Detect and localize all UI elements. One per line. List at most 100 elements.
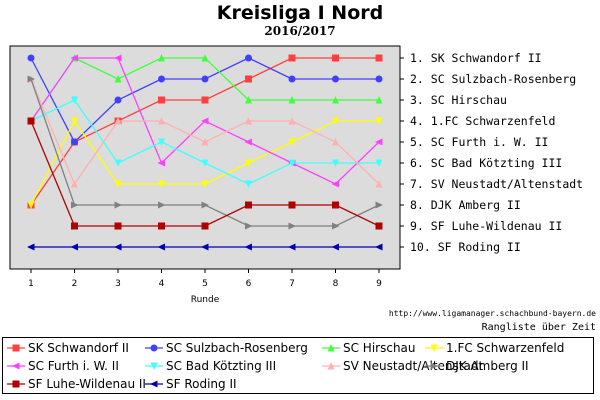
- legend-label: SC Sulzbach-Rosenberg: [166, 341, 308, 355]
- data-point: [114, 159, 122, 167]
- data-point: [114, 243, 122, 251]
- x-tick-label: 7: [289, 279, 295, 289]
- rank-label: 1. SK Schwandorf II: [410, 51, 542, 65]
- legend-label: SV Neustadt/Altenstadt: [343, 359, 484, 373]
- legend-label: SF Luhe-Wildenau II: [28, 377, 146, 391]
- data-point: [70, 243, 78, 251]
- data-point: [201, 159, 209, 167]
- series-4: [27, 117, 383, 209]
- data-point: [288, 117, 296, 125]
- series-layer: [27, 54, 383, 251]
- data-point: [70, 54, 78, 62]
- data-point: [375, 75, 383, 83]
- x-tick-label: 4: [159, 279, 165, 289]
- legend-label: SC Furth i. W. II: [28, 359, 119, 373]
- legend-item: 1.FC Schwarzenfeld: [424, 339, 564, 357]
- data-point: [331, 243, 339, 251]
- data-point: [27, 117, 35, 125]
- data-point: [332, 117, 339, 125]
- data-point: [288, 96, 296, 104]
- data-point: [71, 117, 78, 125]
- data-point: [114, 222, 122, 230]
- x-tick-label: 1: [28, 279, 34, 289]
- series-7: [27, 75, 383, 188]
- legend-item: SK Schwandorf II: [6, 339, 129, 357]
- x-tick-label: 8: [333, 279, 339, 289]
- legend-marker: [12, 344, 20, 352]
- data-point: [245, 54, 252, 62]
- data-point: [158, 117, 165, 125]
- series-10: [27, 243, 383, 251]
- x-tick-label: 9: [376, 279, 382, 289]
- data-point: [27, 243, 35, 251]
- legend-item: SF Luhe-Wildenau II: [6, 375, 146, 393]
- rank-label: 5. SC Furth i. W. II: [410, 135, 548, 149]
- legend-marker: [12, 380, 20, 388]
- data-point: [71, 201, 79, 209]
- data-point: [201, 243, 209, 251]
- data-point: [288, 54, 296, 62]
- data-point: [201, 75, 209, 83]
- data-point: [375, 138, 383, 146]
- legend: SK Schwandorf II SC Sulzbach-Rosenberg SC …: [2, 337, 594, 394]
- data-point: [71, 222, 78, 230]
- data-point: [158, 75, 165, 83]
- data-point: [245, 75, 252, 83]
- data-point: [157, 159, 165, 167]
- data-point: [201, 96, 209, 104]
- data-point: [245, 159, 252, 167]
- plot-area: [9, 45, 401, 270]
- data-point: [245, 222, 253, 230]
- legend-item: SC Sulzbach-Rosenberg: [144, 339, 308, 357]
- axis-ticks: 1 2 3 4 5 6 7 8 9: [28, 269, 382, 289]
- data-point: [332, 222, 340, 230]
- legend-item: SC Bad Kötzting III: [144, 357, 276, 375]
- data-point: [71, 138, 78, 146]
- data-point: [244, 243, 252, 251]
- data-point: [158, 201, 166, 209]
- data-point: [288, 222, 296, 230]
- legend-item: DJK Amberg II: [424, 357, 529, 375]
- data-point: [201, 54, 209, 62]
- data-point: [158, 180, 165, 188]
- rank-label: 10. SF Roding II: [410, 240, 521, 254]
- x-tick-label: 3: [115, 279, 121, 289]
- data-point: [201, 117, 209, 125]
- data-point: [375, 159, 383, 167]
- data-point: [114, 117, 122, 125]
- series-2: [27, 54, 383, 146]
- data-point: [332, 75, 339, 83]
- series-9: [27, 117, 383, 230]
- legend-marker: [327, 362, 335, 370]
- data-point: [332, 138, 339, 146]
- data-point: [27, 54, 35, 62]
- rank-label: 2. SC Sulzbach-Rosenberg: [410, 72, 576, 86]
- legend-swatch: [322, 362, 340, 370]
- data-point: [332, 201, 339, 209]
- data-point: [332, 96, 339, 104]
- legend-label: SK Schwandorf II: [28, 341, 129, 355]
- legend-item: SV Neustadt/Altenstadt: [321, 357, 483, 375]
- data-point: [375, 117, 383, 125]
- rank-label: 7. SV Neustadt/Altenstadt: [410, 177, 583, 191]
- data-point: [27, 201, 35, 209]
- legend-label: SF Roding II: [166, 377, 237, 391]
- data-point: [114, 96, 122, 104]
- legend-swatch: [322, 344, 340, 352]
- legend-swatch: [7, 344, 25, 352]
- data-point: [245, 180, 252, 188]
- data-point: [157, 243, 165, 251]
- legend-marker: [150, 344, 158, 352]
- source-url[interactable]: http://www.ligamanager.schachbund-bayern…: [388, 309, 596, 318]
- legend-swatch: [7, 362, 25, 370]
- data-point: [201, 222, 209, 230]
- legend-swatch: [145, 380, 163, 388]
- x-axis-label: Runde: [191, 295, 220, 305]
- legend-marker: [430, 362, 438, 370]
- series-8: [27, 75, 383, 230]
- legend-label: SC Hirschau: [343, 341, 416, 355]
- data-point: [245, 117, 252, 125]
- data-point: [332, 54, 339, 62]
- data-point: [114, 180, 122, 188]
